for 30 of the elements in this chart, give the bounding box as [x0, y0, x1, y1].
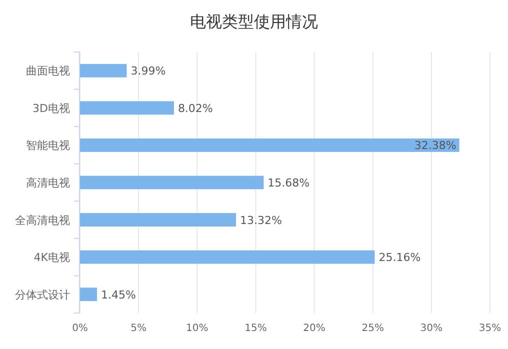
x-tick-label: 0%: [72, 323, 88, 334]
bar: [80, 64, 127, 78]
bar: [80, 101, 174, 115]
bar: [80, 250, 375, 264]
bar: [80, 288, 97, 302]
bar: [80, 213, 236, 226]
data-label: 13.32%: [240, 214, 282, 227]
bar: [80, 176, 264, 190]
data-label: 32.38%: [414, 139, 456, 152]
x-tick-label: 30%: [420, 323, 443, 334]
y-tick-label: 高清电视: [26, 176, 70, 190]
x-tick-label: 5%: [130, 323, 147, 334]
y-tick-label: 全高清电视: [15, 214, 70, 227]
data-label: 1.45%: [100, 288, 136, 302]
y-tick-label: 曲面电视: [26, 64, 70, 78]
y-tick-label: 分体式设计: [15, 288, 70, 302]
data-label: 25.16%: [378, 251, 421, 264]
x-tick-label: 20%: [303, 323, 326, 334]
y-tick-label: 3D电视: [32, 102, 70, 115]
data-label: 15.68%: [268, 176, 310, 190]
x-tick-label: 35%: [478, 323, 502, 334]
data-label: 3.99%: [130, 64, 166, 78]
x-tick-label: 15%: [244, 323, 267, 334]
x-tick-label: 10%: [186, 323, 208, 334]
y-tick-label: 4K电视: [34, 251, 70, 264]
bar: [80, 138, 460, 152]
y-tick-label: 智能电视: [26, 139, 70, 152]
chart-title: 电视类型使用情况: [190, 12, 318, 31]
data-label: 8.02%: [178, 102, 213, 115]
x-tick-label: 25%: [362, 323, 384, 334]
